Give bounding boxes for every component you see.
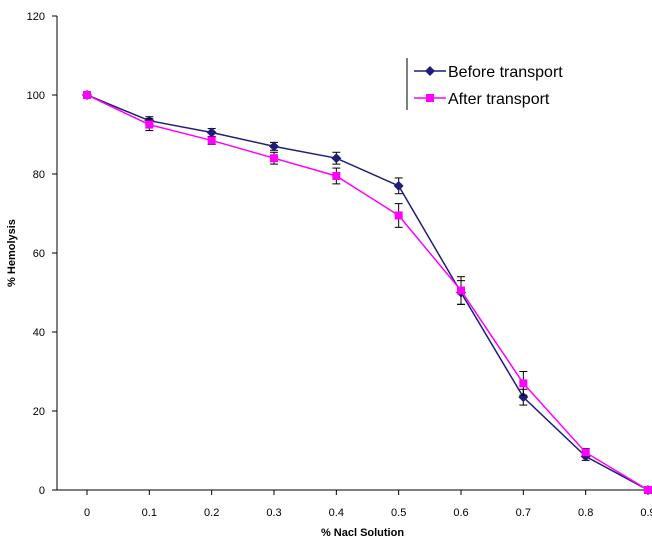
data-point-square (332, 171, 341, 180)
y-tick-label: 0 (39, 485, 45, 497)
data-point-square (270, 154, 278, 163)
legend-item-after: After transport (414, 91, 550, 108)
legend-marker-square (426, 94, 434, 102)
series-after-transport (83, 91, 652, 494)
x-tick-label: 0.4 (329, 507, 344, 519)
data-point-square (519, 379, 528, 388)
y-axis-title: % Hemolysis (6, 219, 18, 287)
data-point-diamond (393, 180, 404, 191)
axes (56, 16, 648, 491)
data-point-diamond (206, 127, 217, 138)
data-point-square (207, 136, 216, 145)
y-tick-label: 100 (27, 90, 45, 102)
x-tick-label: 0.5 (391, 507, 406, 519)
legend-label-before: Before transport (448, 64, 563, 81)
x-tick-label: 0.3 (266, 507, 281, 519)
y-tick-label: 80 (33, 169, 45, 181)
data-point-square (145, 120, 154, 129)
legend-label-after: After transport (448, 91, 550, 108)
data-point-square (394, 211, 403, 220)
data-point-square (457, 286, 465, 295)
y-tick-label: 60 (33, 248, 45, 260)
data-point-diamond (518, 392, 529, 403)
series-before-transport (82, 90, 652, 495)
data-point-square (83, 91, 91, 99)
x-tick-label: 0.8 (578, 507, 593, 519)
data-point-diamond (269, 141, 279, 152)
x-tick-label: 0.7 (516, 507, 531, 519)
x-tick-label: 0.6 (453, 507, 468, 519)
series (82, 90, 652, 495)
data-point-square (644, 486, 652, 494)
x-tick-label: 0.1 (142, 507, 157, 519)
y-tick-label: 40 (33, 327, 45, 339)
data-point-square (581, 448, 590, 457)
legend: Before transport After transport (406, 58, 563, 110)
x-tick-label: 0.2 (204, 507, 219, 519)
y-tick-label: 120 (27, 11, 45, 23)
legend-item-before: Before transport (414, 64, 563, 81)
x-tick-label: 0.9 (640, 507, 652, 519)
series-line (86, 94, 649, 491)
series-line (86, 94, 649, 491)
y-tick-label: 20 (33, 406, 45, 418)
data-point-diamond (331, 153, 342, 164)
legend-marker-diamond (425, 66, 435, 76)
x-tick-label: 0 (84, 507, 90, 519)
x-ticks: 0 0.1 0.2 0.3 0.4 0.5 0.6 0.7 0.8 0.9 (84, 490, 652, 519)
y-ticks: 0 20 40 60 80 100 120 (27, 11, 57, 497)
x-axis-title: % Nacl Solution (321, 527, 404, 539)
